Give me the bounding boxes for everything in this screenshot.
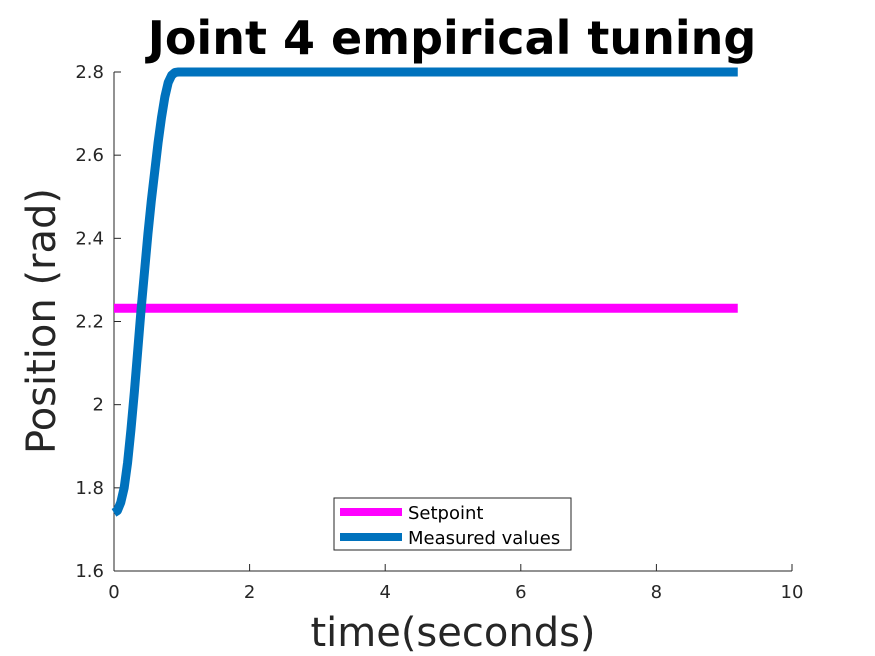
- x-tick-label: 2: [244, 582, 255, 603]
- legend-label-measured-values: Measured values: [408, 528, 560, 549]
- y-tick-label: 1.8: [75, 478, 104, 499]
- x-tick-label: 4: [379, 582, 390, 603]
- x-tick-label: 10: [781, 582, 804, 603]
- y-tick-label: 2: [93, 395, 104, 416]
- y-axis: 1.6 1.8 2 2.2 2.4 2.6 2.8: [75, 62, 121, 582]
- x-tick-label: 6: [515, 582, 526, 603]
- chart-title: Joint 4 empirical tuning: [145, 11, 757, 65]
- x-axis-label: time(seconds): [310, 610, 595, 656]
- y-tick-label: 1.6: [75, 561, 104, 582]
- legend: Setpoint Measured values: [333, 497, 572, 551]
- y-tick-label: 2.8: [75, 62, 104, 83]
- legend-label-setpoint: Setpoint: [408, 503, 483, 524]
- y-axis-label: Position (rad): [19, 188, 65, 454]
- x-tick-label: 0: [108, 582, 119, 603]
- axes-frame: [113, 72, 792, 572]
- series-line-measured-values: [111, 67, 738, 517]
- plot-area: 0 2 4 6 8 10 1.6 1.8 2 2.2 2.4 2.6 2.8: [75, 62, 803, 603]
- y-tick-label: 2.6: [75, 145, 104, 166]
- legend-box: [333, 497, 572, 551]
- x-axis: 0 2 4 6 8 10: [108, 564, 803, 603]
- series-layer: [111, 67, 738, 517]
- y-tick-label: 2.4: [75, 228, 104, 249]
- y-tick-label: 2.2: [75, 312, 104, 333]
- x-tick-label: 8: [651, 582, 662, 603]
